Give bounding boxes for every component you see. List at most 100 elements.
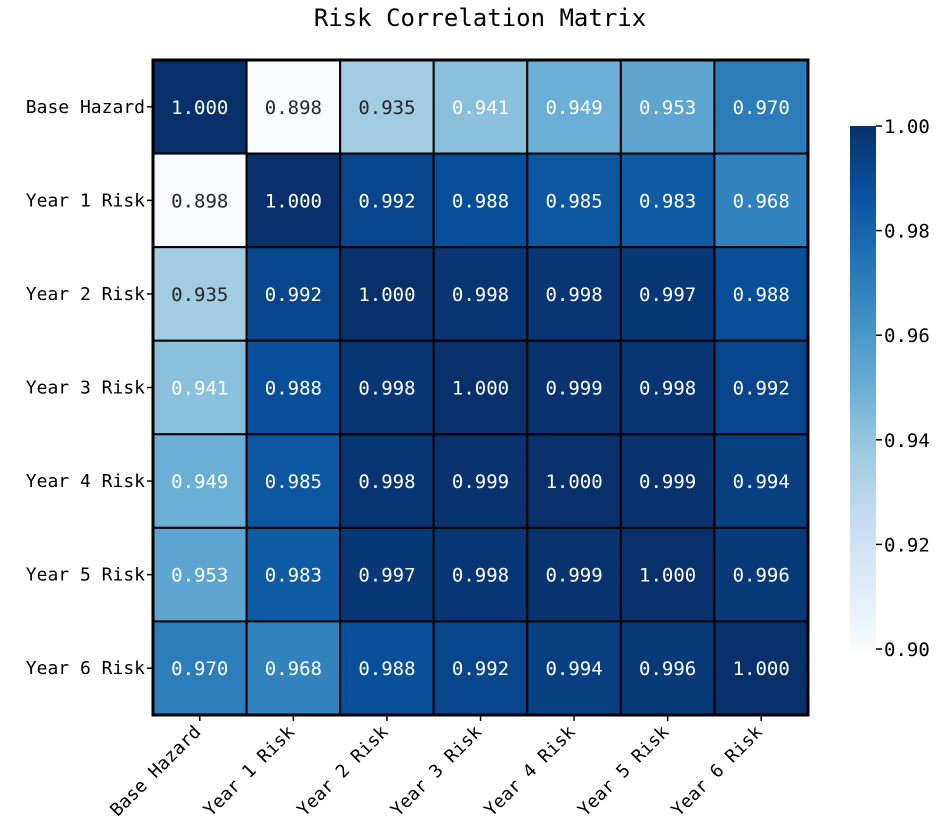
colorbar-tick-label: 0.92 — [884, 534, 930, 556]
cell-value-label: 0.941 — [452, 97, 509, 119]
cell-value-label: 0.992 — [265, 284, 322, 306]
heatmap-cell — [526, 526, 622, 623]
row-label: Base Hazard — [26, 97, 145, 118]
cell-value-label: 0.999 — [545, 378, 602, 400]
row-label: Year 3 Risk — [26, 378, 145, 399]
heatmap-cell — [152, 620, 248, 717]
cell-value-label: 0.992 — [358, 190, 415, 212]
cell-value-label: 0.992 — [452, 658, 509, 680]
cell-value-label: 1.000 — [358, 284, 415, 306]
column-label: Year 1 Risk — [200, 722, 299, 821]
column-label: Year 2 Risk — [293, 722, 392, 821]
cell-value-label: 0.898 — [171, 190, 228, 212]
heatmap-cell — [152, 526, 248, 623]
cell-value-label: 0.941 — [171, 378, 228, 400]
cell-value-label: 0.997 — [639, 284, 696, 306]
column-label: Year 3 Risk — [387, 722, 486, 821]
heatmap-cell — [619, 620, 716, 717]
heatmap-cell — [432, 526, 529, 623]
cell-value-label: 1.000 — [733, 658, 790, 680]
heatmap-cell — [713, 620, 810, 717]
column-label: Year 4 Risk — [480, 722, 579, 821]
cell-value-label: 0.985 — [265, 471, 322, 493]
colorbar-tick-label: 0.98 — [884, 221, 930, 243]
column-label: Year 6 Risk — [668, 722, 767, 821]
heatmap-cell — [619, 246, 716, 342]
cell-value-label: 0.999 — [545, 565, 602, 587]
heatmap-cell — [339, 152, 435, 249]
row-label: Year 5 Risk — [26, 565, 145, 586]
cell-value-label: 0.988 — [733, 284, 790, 306]
cell-value-label: 0.988 — [265, 378, 322, 400]
column-label: Year 5 Risk — [574, 722, 673, 821]
cell-value-label: 0.998 — [358, 378, 415, 400]
heatmap-cell — [526, 246, 622, 342]
heatmap-cell — [713, 152, 810, 249]
row-label: Year 1 Risk — [26, 190, 145, 211]
cell-value-label: 0.988 — [358, 658, 415, 680]
cell-value-label: 0.996 — [639, 658, 696, 680]
heatmap-cell — [713, 339, 810, 436]
row-label: Year 4 Risk — [26, 471, 145, 492]
heatmap-cell — [339, 433, 435, 529]
heatmap-cell — [245, 59, 342, 155]
heatmap-cell — [713, 246, 810, 342]
heatmap-cells: 1.000 0.898 0.935 0.941 0.949 0.953 0.970 0.898… — [152, 59, 810, 717]
heatmap-cell — [339, 246, 435, 342]
cell-value-label: 0.983 — [639, 190, 696, 212]
colorbar-tick-label: 0.90 — [884, 639, 930, 661]
cell-value-label: 0.988 — [452, 190, 509, 212]
heatmap-cell — [432, 620, 529, 717]
colorbar-tick-label: 0.96 — [884, 325, 930, 347]
cell-value-label: 0.998 — [452, 565, 509, 587]
heatmap-cell — [245, 246, 342, 342]
heatmap-cell — [245, 526, 342, 623]
cell-value-label: 0.998 — [545, 284, 602, 306]
cell-value-label: 0.970 — [733, 97, 790, 119]
cell-value-label: 0.998 — [358, 471, 415, 493]
cell-value-label: 0.999 — [452, 471, 509, 493]
colorbar-ticks: 0.90 0.92 0.94 0.96 0.98 1.00 — [876, 116, 930, 661]
cell-value-label: 0.985 — [545, 190, 602, 212]
cell-value-label: 0.994 — [545, 658, 602, 680]
cell-value-label: 0.935 — [358, 97, 415, 119]
colorbar-tick-label: 1.00 — [884, 116, 930, 138]
heatmap-cell — [526, 620, 622, 717]
colorbar — [850, 126, 876, 649]
cell-value-label: 0.935 — [171, 284, 228, 306]
cell-value-label: 1.000 — [265, 190, 322, 212]
heatmap-cell — [152, 339, 248, 436]
cell-value-label: 0.953 — [171, 565, 228, 587]
row-labels: Base Hazard Year 1 Risk Year 2 Risk Year 3 … — [26, 97, 153, 679]
cell-value-label: 0.949 — [545, 97, 602, 119]
cell-value-label: 0.898 — [265, 97, 322, 119]
heatmap-cell — [619, 339, 716, 436]
heatmap-cell — [713, 526, 810, 623]
cell-value-label: 1.000 — [639, 565, 696, 587]
cell-value-label: 0.970 — [171, 658, 228, 680]
cell-value-label: 0.968 — [733, 190, 790, 212]
heatmap-cell — [152, 433, 248, 529]
row-label: Year 6 Risk — [26, 658, 145, 679]
heatmap-cell — [526, 152, 622, 249]
cell-value-label: 0.953 — [639, 97, 696, 119]
cell-value-label: 0.996 — [733, 565, 790, 587]
cell-value-label: 1.000 — [545, 471, 602, 493]
cell-value-label: 0.998 — [639, 378, 696, 400]
heatmap-cell — [152, 59, 248, 155]
cell-value-label: 0.992 — [733, 378, 790, 400]
heatmap-cell — [619, 59, 716, 155]
colorbar-tick-label: 0.94 — [884, 430, 930, 452]
row-label: Year 2 Risk — [26, 284, 145, 305]
heatmap-cell — [245, 339, 342, 436]
cell-value-label: 0.983 — [265, 565, 322, 587]
cell-value-label: 0.968 — [265, 658, 322, 680]
cell-value-label: 0.998 — [452, 284, 509, 306]
chart-title: Risk Correlation Matrix — [314, 4, 646, 32]
cell-value-label: 1.000 — [452, 378, 509, 400]
heatmap-cell — [432, 246, 529, 342]
cell-value-label: 0.994 — [733, 471, 790, 493]
heatmap-cell — [339, 620, 435, 717]
